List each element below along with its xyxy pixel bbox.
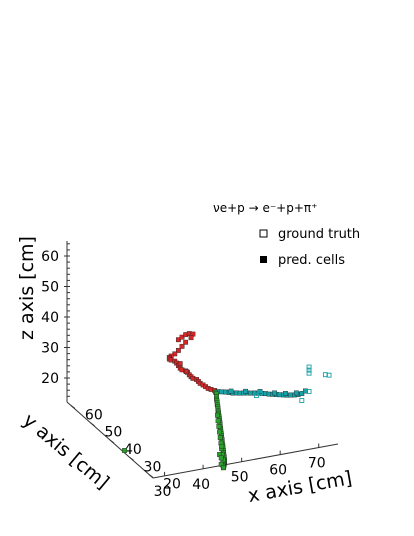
- y-tick-mark: [109, 439, 115, 444]
- data-point: [217, 435, 223, 440]
- x-tick-label: 50: [231, 470, 249, 486]
- data-point: [303, 388, 308, 394]
- data-point: [217, 429, 222, 435]
- x-axis-line: [152, 443, 339, 479]
- data-point: [188, 335, 194, 341]
- data-point: [299, 391, 305, 396]
- data-point: [293, 390, 299, 396]
- x-axis-title: x axis [cm]: [246, 467, 353, 507]
- legend-marker-ground-truth: [259, 229, 268, 238]
- data-point: [214, 412, 220, 418]
- data-point: [283, 391, 288, 396]
- data-point: [257, 389, 263, 394]
- data-point: [183, 369, 189, 375]
- y-tick-label: 20: [163, 477, 181, 493]
- data-point: [177, 361, 183, 367]
- data-point: [122, 448, 127, 453]
- legend-marker-pred-cells: [260, 256, 267, 263]
- legend: ground truth pred. cells: [259, 227, 360, 268]
- data-point: [218, 455, 224, 461]
- data-point: [243, 388, 248, 394]
- x-tick-label: 30: [154, 484, 172, 500]
- z-axis-ticks: 20 30 40 50 60: [41, 243, 70, 397]
- data-point: [179, 334, 185, 340]
- ground-truth-point: [306, 389, 312, 394]
- x-axis-ticks: 30 40 50 60 70: [154, 443, 326, 500]
- data-point: [183, 339, 189, 345]
- data-points: [122, 331, 332, 471]
- y-tick-label: 50: [104, 425, 122, 441]
- y-tick-mark: [129, 456, 134, 461]
- y-tick-mark: [70, 405, 76, 409]
- ground-truth-point: [306, 370, 312, 376]
- data-point: [215, 418, 221, 424]
- ground-truth-point: [306, 364, 312, 370]
- legend-label-ground-truth: ground truth: [278, 227, 360, 242]
- chart-title: νe+p → e⁻+p+π⁺: [213, 201, 317, 215]
- z-tick-label: 20: [41, 371, 59, 387]
- y-tick-mark: [148, 474, 154, 478]
- x-tick-label: 40: [192, 477, 210, 493]
- data-point: [228, 388, 234, 394]
- ground-truth-point: [257, 390, 263, 396]
- data-point: [175, 348, 181, 353]
- data-point: [219, 443, 225, 449]
- ground-truth-point: [306, 367, 312, 373]
- z-axis-title: z axis [cm]: [16, 236, 38, 340]
- ground-truth-point: [253, 393, 259, 399]
- data-point: [179, 343, 185, 349]
- z-tick-label: 40: [41, 310, 59, 326]
- ground-truth-point: [299, 398, 305, 403]
- data-point: [175, 337, 181, 343]
- z-tick-label: 60: [41, 249, 59, 265]
- y-tick-label: 40: [124, 442, 142, 458]
- x-tick-label: 70: [308, 456, 326, 472]
- z-tick-label: 30: [41, 341, 59, 357]
- data-point: [272, 390, 277, 396]
- data-point: [221, 465, 226, 471]
- data-point: [216, 423, 222, 429]
- y-tick-mark: [90, 422, 95, 427]
- ground-truth-point: [326, 372, 332, 378]
- y-tick-label: 60: [85, 407, 103, 423]
- z-tick-label: 50: [41, 280, 59, 296]
- legend-label-pred-cells: pred. cells: [278, 253, 345, 268]
- x-tick-label: 60: [269, 463, 287, 479]
- y-tick-label: 30: [144, 459, 162, 475]
